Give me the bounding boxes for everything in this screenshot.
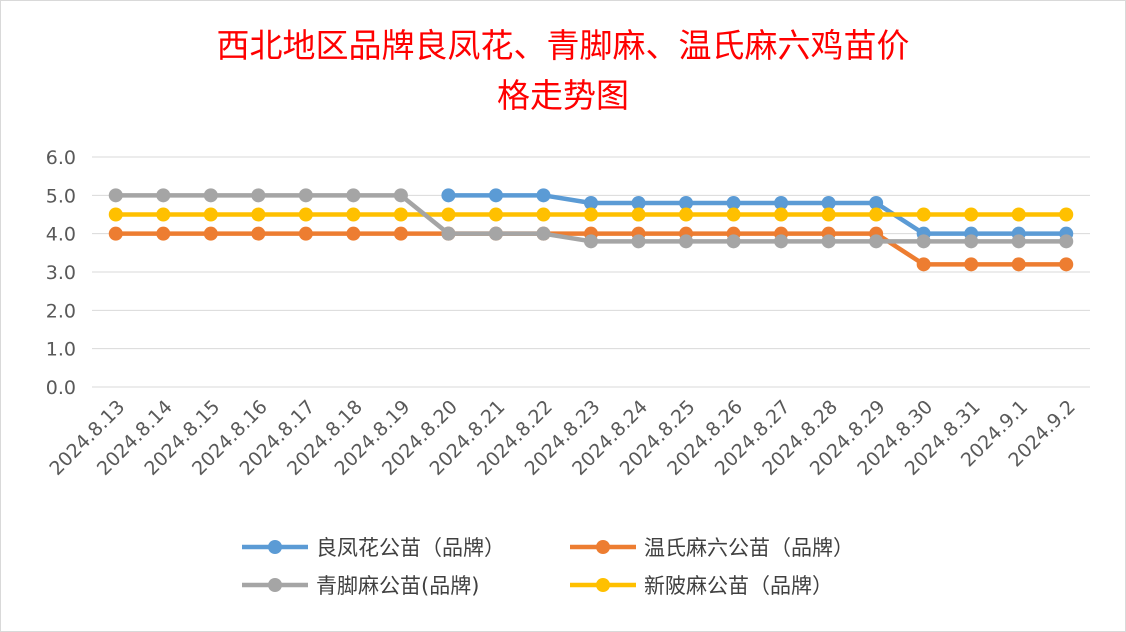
data-point: [631, 207, 646, 222]
legend-marker: [268, 540, 282, 554]
data-point: [916, 257, 931, 272]
data-point: [774, 234, 789, 249]
legend-swatch-liangfenghua: [242, 540, 308, 554]
data-point: [203, 188, 218, 203]
data-point: [441, 188, 456, 203]
data-point: [251, 188, 266, 203]
data-point: [631, 196, 646, 210]
series-2: [108, 188, 1074, 249]
data-point: [346, 226, 361, 241]
data-point: [108, 207, 123, 222]
data-point: [251, 207, 266, 222]
data-point: [869, 234, 884, 249]
data-point: [441, 207, 456, 222]
y-tick-label: 0.0: [46, 377, 76, 399]
data-point: [821, 234, 836, 249]
legend-label-xinpima: 新陂麻公苗（品牌）: [644, 574, 833, 598]
data-point: [869, 196, 884, 210]
data-point: [346, 207, 361, 222]
y-tick-label: 5.0: [46, 185, 76, 207]
data-point: [156, 188, 171, 203]
y-tick-label: 2.0: [46, 300, 76, 322]
data-point: [726, 234, 741, 249]
data-point: [964, 207, 979, 222]
data-point: [584, 234, 598, 249]
data-point: [964, 234, 979, 249]
data-point: [964, 257, 979, 272]
data-point: [108, 226, 123, 241]
data-point: [1011, 207, 1026, 222]
data-point: [1059, 234, 1074, 249]
y-tick-label: 6.0: [46, 147, 76, 169]
legend-label-liangfenghua: 良凤花公苗（品牌）: [316, 536, 505, 560]
data-point: [1011, 257, 1026, 272]
data-point: [488, 226, 503, 241]
data-point: [726, 207, 741, 222]
y-tick-label: 4.0: [46, 224, 76, 246]
legend-swatch-wenshi: [570, 540, 636, 554]
data-point: [488, 188, 503, 203]
legend-swatch-qingjiaoma: [242, 578, 308, 592]
legend-item-qingjiaoma: 青脚麻公苗(品牌): [240, 570, 479, 600]
data-point: [631, 234, 646, 249]
data-point: [251, 226, 266, 241]
data-point: [916, 234, 931, 249]
data-point: [536, 226, 551, 241]
data-point: [298, 207, 313, 222]
data-point: [441, 226, 456, 241]
data-point: [679, 207, 694, 222]
data-point: [821, 196, 836, 210]
data-point: [393, 188, 408, 203]
data-point: [108, 188, 123, 203]
data-point: [726, 196, 741, 210]
legend-marker: [596, 540, 610, 554]
data-point: [679, 234, 694, 249]
legend-marker: [268, 578, 282, 592]
series-3: [108, 207, 1074, 222]
data-point: [346, 188, 361, 203]
data-point: [916, 207, 931, 222]
data-point: [1059, 207, 1074, 222]
legend-swatch-xinpima: [570, 578, 636, 592]
legend-item-wenshi: 温氏麻六公苗（品牌）: [568, 532, 854, 562]
data-point: [584, 207, 598, 222]
y-tick-label: 1.0: [46, 339, 76, 361]
data-point: [584, 196, 598, 210]
data-point: [821, 207, 836, 222]
chart-title-line-1: 西北地区品牌良凤花、青脚麻、温氏麻六鸡苗价: [216, 26, 910, 65]
legend-item-xinpima: 新陂麻公苗（品牌）: [568, 570, 833, 600]
data-point: [679, 196, 694, 210]
y-tick-label: 3.0: [46, 262, 76, 284]
data-point: [393, 207, 408, 222]
data-point: [774, 196, 789, 210]
data-point: [869, 207, 884, 222]
data-point: [298, 226, 313, 241]
data-point: [1011, 234, 1026, 249]
data-point: [536, 207, 551, 222]
chart-title-line-2: 格走势图: [497, 76, 629, 115]
data-point: [393, 226, 408, 241]
data-point: [156, 226, 171, 241]
series-line-0: [446, 193, 1069, 236]
data-point: [203, 226, 218, 241]
data-point: [1059, 257, 1074, 272]
data-point: [488, 207, 503, 222]
legend-marker: [596, 578, 610, 592]
legend-item-liangfenghua: 良凤花公苗（品牌）: [240, 532, 505, 562]
data-point: [203, 207, 218, 222]
data-point: [298, 188, 313, 203]
series-0: [441, 188, 1074, 241]
data-point: [156, 207, 171, 222]
data-point: [774, 207, 789, 222]
legend-label-qingjiaoma: 青脚麻公苗(品牌): [316, 574, 480, 598]
legend-label-wenshi: 温氏麻六公苗（品牌）: [644, 536, 854, 560]
data-point: [536, 188, 551, 203]
